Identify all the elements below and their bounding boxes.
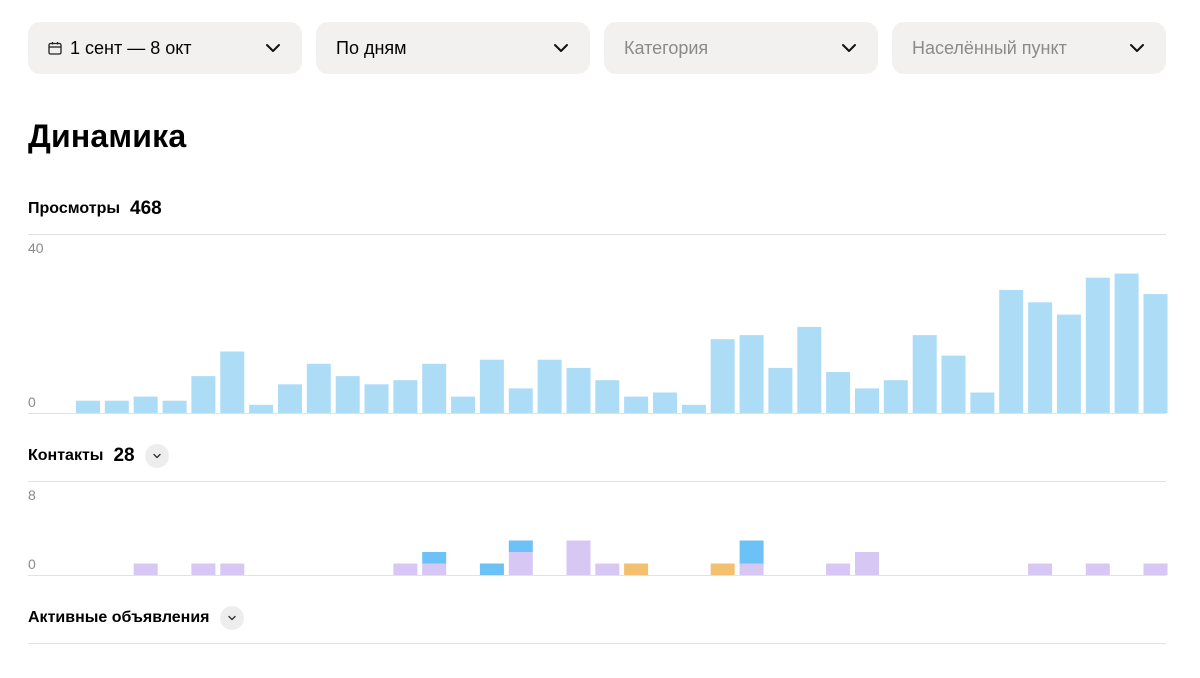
views-tick-min: 0	[28, 394, 36, 410]
views-bar[interactable]	[797, 326, 822, 413]
views-bar[interactable]	[1143, 294, 1168, 413]
views-bar[interactable]	[76, 400, 100, 413]
views-bar[interactable]	[335, 376, 360, 413]
contacts-bar-segment[interactable]	[1085, 563, 1110, 576]
views-tick-max: 40	[28, 240, 44, 256]
views-bar[interactable]	[1028, 302, 1053, 413]
views-bar[interactable]	[1114, 273, 1139, 413]
contacts-top-divider	[28, 481, 1166, 482]
views-bar[interactable]	[537, 359, 562, 413]
views-bar[interactable]	[104, 400, 129, 413]
contacts-label: Контакты	[28, 447, 104, 464]
views-bar[interactable]	[768, 367, 793, 413]
contacts-bar-segment[interactable]	[739, 563, 764, 576]
contacts-bar-segment[interactable]	[422, 552, 447, 564]
views-bar[interactable]	[566, 367, 591, 413]
chevron-down-icon	[1130, 44, 1144, 52]
contacts-header: Контакты 28	[28, 444, 169, 468]
contacts-tick-max: 8	[28, 487, 36, 503]
grouping-select[interactable]: По дням	[316, 22, 590, 74]
views-bar[interactable]	[883, 380, 908, 413]
page-title: Динамика	[28, 118, 187, 154]
locality-placeholder: Населённый пункт	[912, 37, 1067, 58]
contacts-expand-button[interactable]	[144, 444, 169, 468]
period-value: 1 сент — 8 окт	[70, 37, 192, 58]
views-bar[interactable]	[451, 396, 476, 413]
contacts-chart	[133, 540, 1168, 576]
views-baseline	[28, 413, 1166, 414]
contacts-bar-segment[interactable]	[855, 552, 879, 575]
views-bar[interactable]	[249, 404, 274, 413]
views-bar[interactable]	[941, 355, 966, 413]
views-bar[interactable]	[999, 290, 1024, 413]
locality-select[interactable]: Населённый пункт	[892, 22, 1166, 74]
views-bar[interactable]	[826, 372, 851, 413]
chevron-down-icon	[554, 44, 568, 52]
views-bar[interactable]	[653, 392, 677, 414]
category-select[interactable]: Категория	[604, 22, 878, 74]
views-label: Просмотры	[28, 200, 121, 217]
contacts-bar-segment[interactable]	[422, 563, 447, 576]
contacts-bar-segment[interactable]	[1143, 563, 1168, 576]
views-bar[interactable]	[162, 400, 187, 413]
views-bar[interactable]	[855, 388, 879, 413]
contacts-bar-segment[interactable]	[133, 563, 158, 576]
active-ads-expand-button[interactable]	[219, 606, 244, 630]
views-bar[interactable]	[912, 335, 937, 413]
contacts-bar-segment[interactable]	[508, 540, 533, 553]
contacts-bar-segment[interactable]	[191, 563, 216, 576]
views-bar[interactable]	[306, 363, 331, 413]
views-bar[interactable]	[970, 392, 995, 414]
views-bar[interactable]	[278, 384, 302, 413]
views-bar[interactable]	[1085, 277, 1110, 413]
views-header: Просмотры 468	[28, 198, 162, 220]
contacts-total: 28	[113, 445, 135, 466]
period-select[interactable]: 1 сент — 8 окт	[28, 22, 302, 74]
contacts-bar-segment[interactable]	[508, 552, 533, 575]
contacts-bar-segment[interactable]	[624, 563, 649, 576]
active-ads-header: Активные объявления	[28, 606, 244, 630]
views-chart	[76, 273, 1168, 414]
views-bar[interactable]	[624, 396, 649, 413]
views-bar[interactable]	[191, 376, 216, 413]
views-top-divider	[28, 234, 1166, 235]
chevron-down-icon	[842, 44, 856, 52]
contacts-baseline	[28, 575, 1166, 576]
views-total: 468	[130, 198, 162, 219]
contacts-bar-segment[interactable]	[1028, 563, 1053, 576]
views-bar[interactable]	[1056, 314, 1081, 413]
contacts-bar-segment[interactable]	[595, 563, 620, 576]
contacts-bar-segment[interactable]	[739, 540, 764, 564]
views-bar[interactable]	[739, 335, 764, 413]
grouping-value: По дням	[336, 37, 407, 58]
views-bar[interactable]	[393, 380, 418, 413]
views-bar[interactable]	[479, 359, 504, 413]
category-placeholder: Категория	[624, 37, 709, 58]
contacts-bar-segment[interactable]	[479, 563, 504, 576]
active-ads-label: Активные объявления	[28, 609, 210, 626]
contacts-bar-segment[interactable]	[393, 563, 418, 576]
views-bar[interactable]	[710, 339, 735, 413]
views-bar[interactable]	[422, 363, 447, 413]
views-bar[interactable]	[220, 351, 245, 414]
contacts-bar-segment[interactable]	[220, 563, 245, 576]
chevron-down-icon	[266, 44, 280, 52]
calendar-icon	[48, 42, 62, 55]
contacts-bar-segment[interactable]	[826, 563, 851, 576]
views-bar[interactable]	[595, 380, 620, 413]
views-bar[interactable]	[133, 396, 158, 413]
active-ads-divider	[28, 643, 1166, 644]
views-bar[interactable]	[364, 384, 389, 413]
chevron-down-icon	[227, 615, 236, 621]
filters-bar: 1 сент — 8 окт По дням Категория Населён…	[28, 22, 1166, 74]
contacts-tick-min: 0	[28, 556, 36, 572]
views-bar[interactable]	[508, 388, 533, 413]
contacts-bar-segment[interactable]	[710, 563, 735, 576]
chevron-down-icon	[152, 453, 161, 459]
views-bar[interactable]	[681, 404, 706, 413]
contacts-bar-segment[interactable]	[566, 540, 591, 576]
